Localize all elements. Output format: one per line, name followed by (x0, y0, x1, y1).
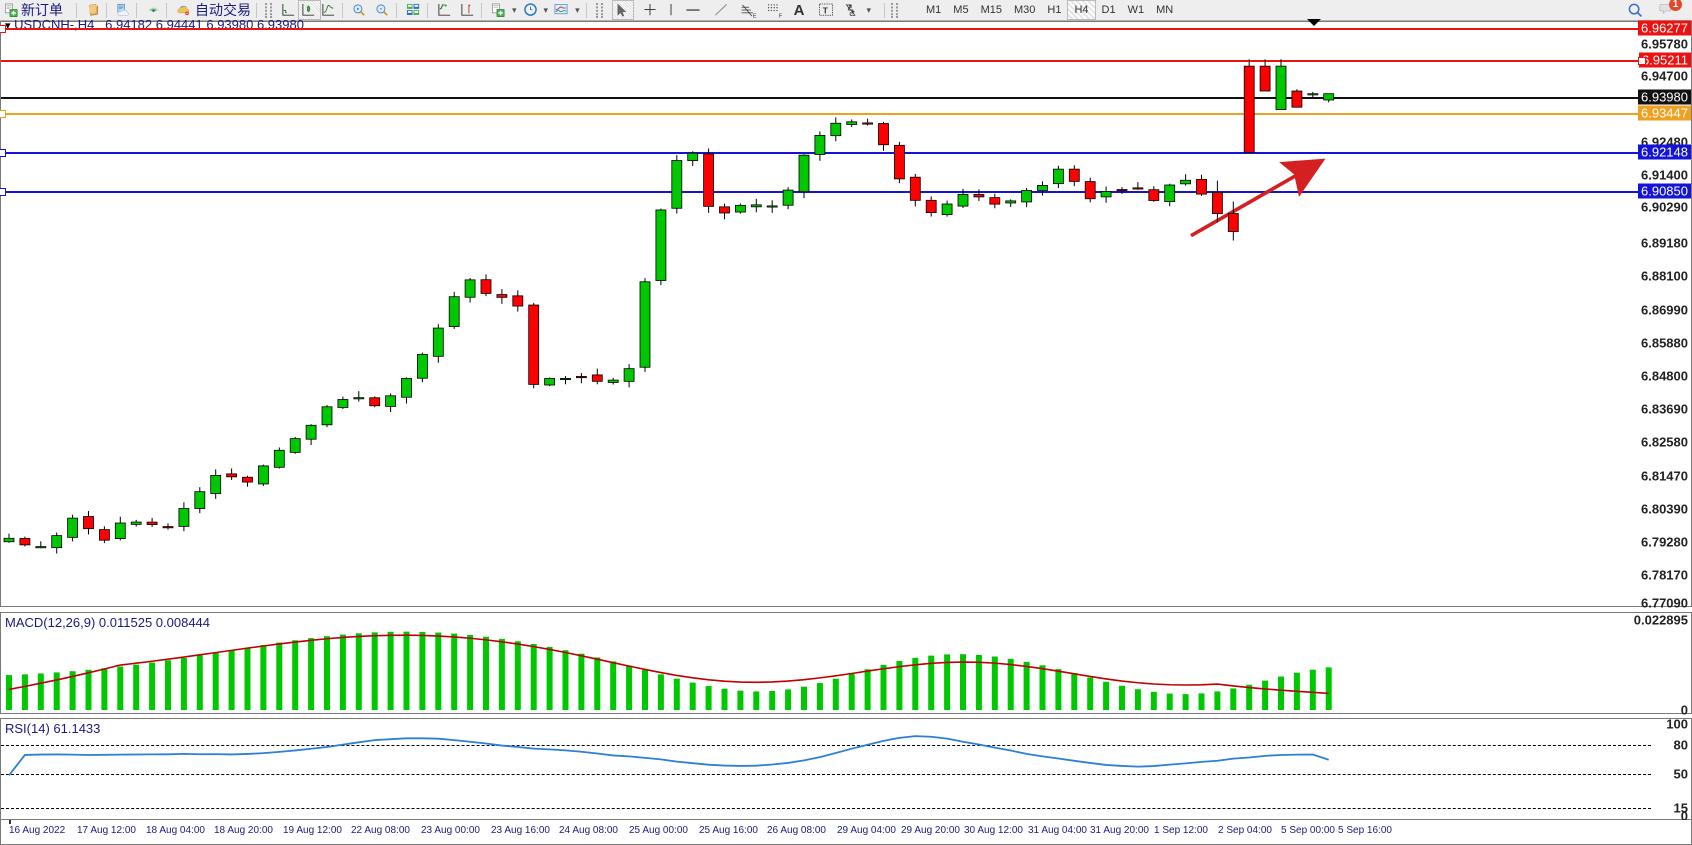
svg-text:E: E (752, 13, 756, 17)
svg-text:F: F (778, 13, 782, 17)
svg-text:T: T (823, 5, 829, 15)
